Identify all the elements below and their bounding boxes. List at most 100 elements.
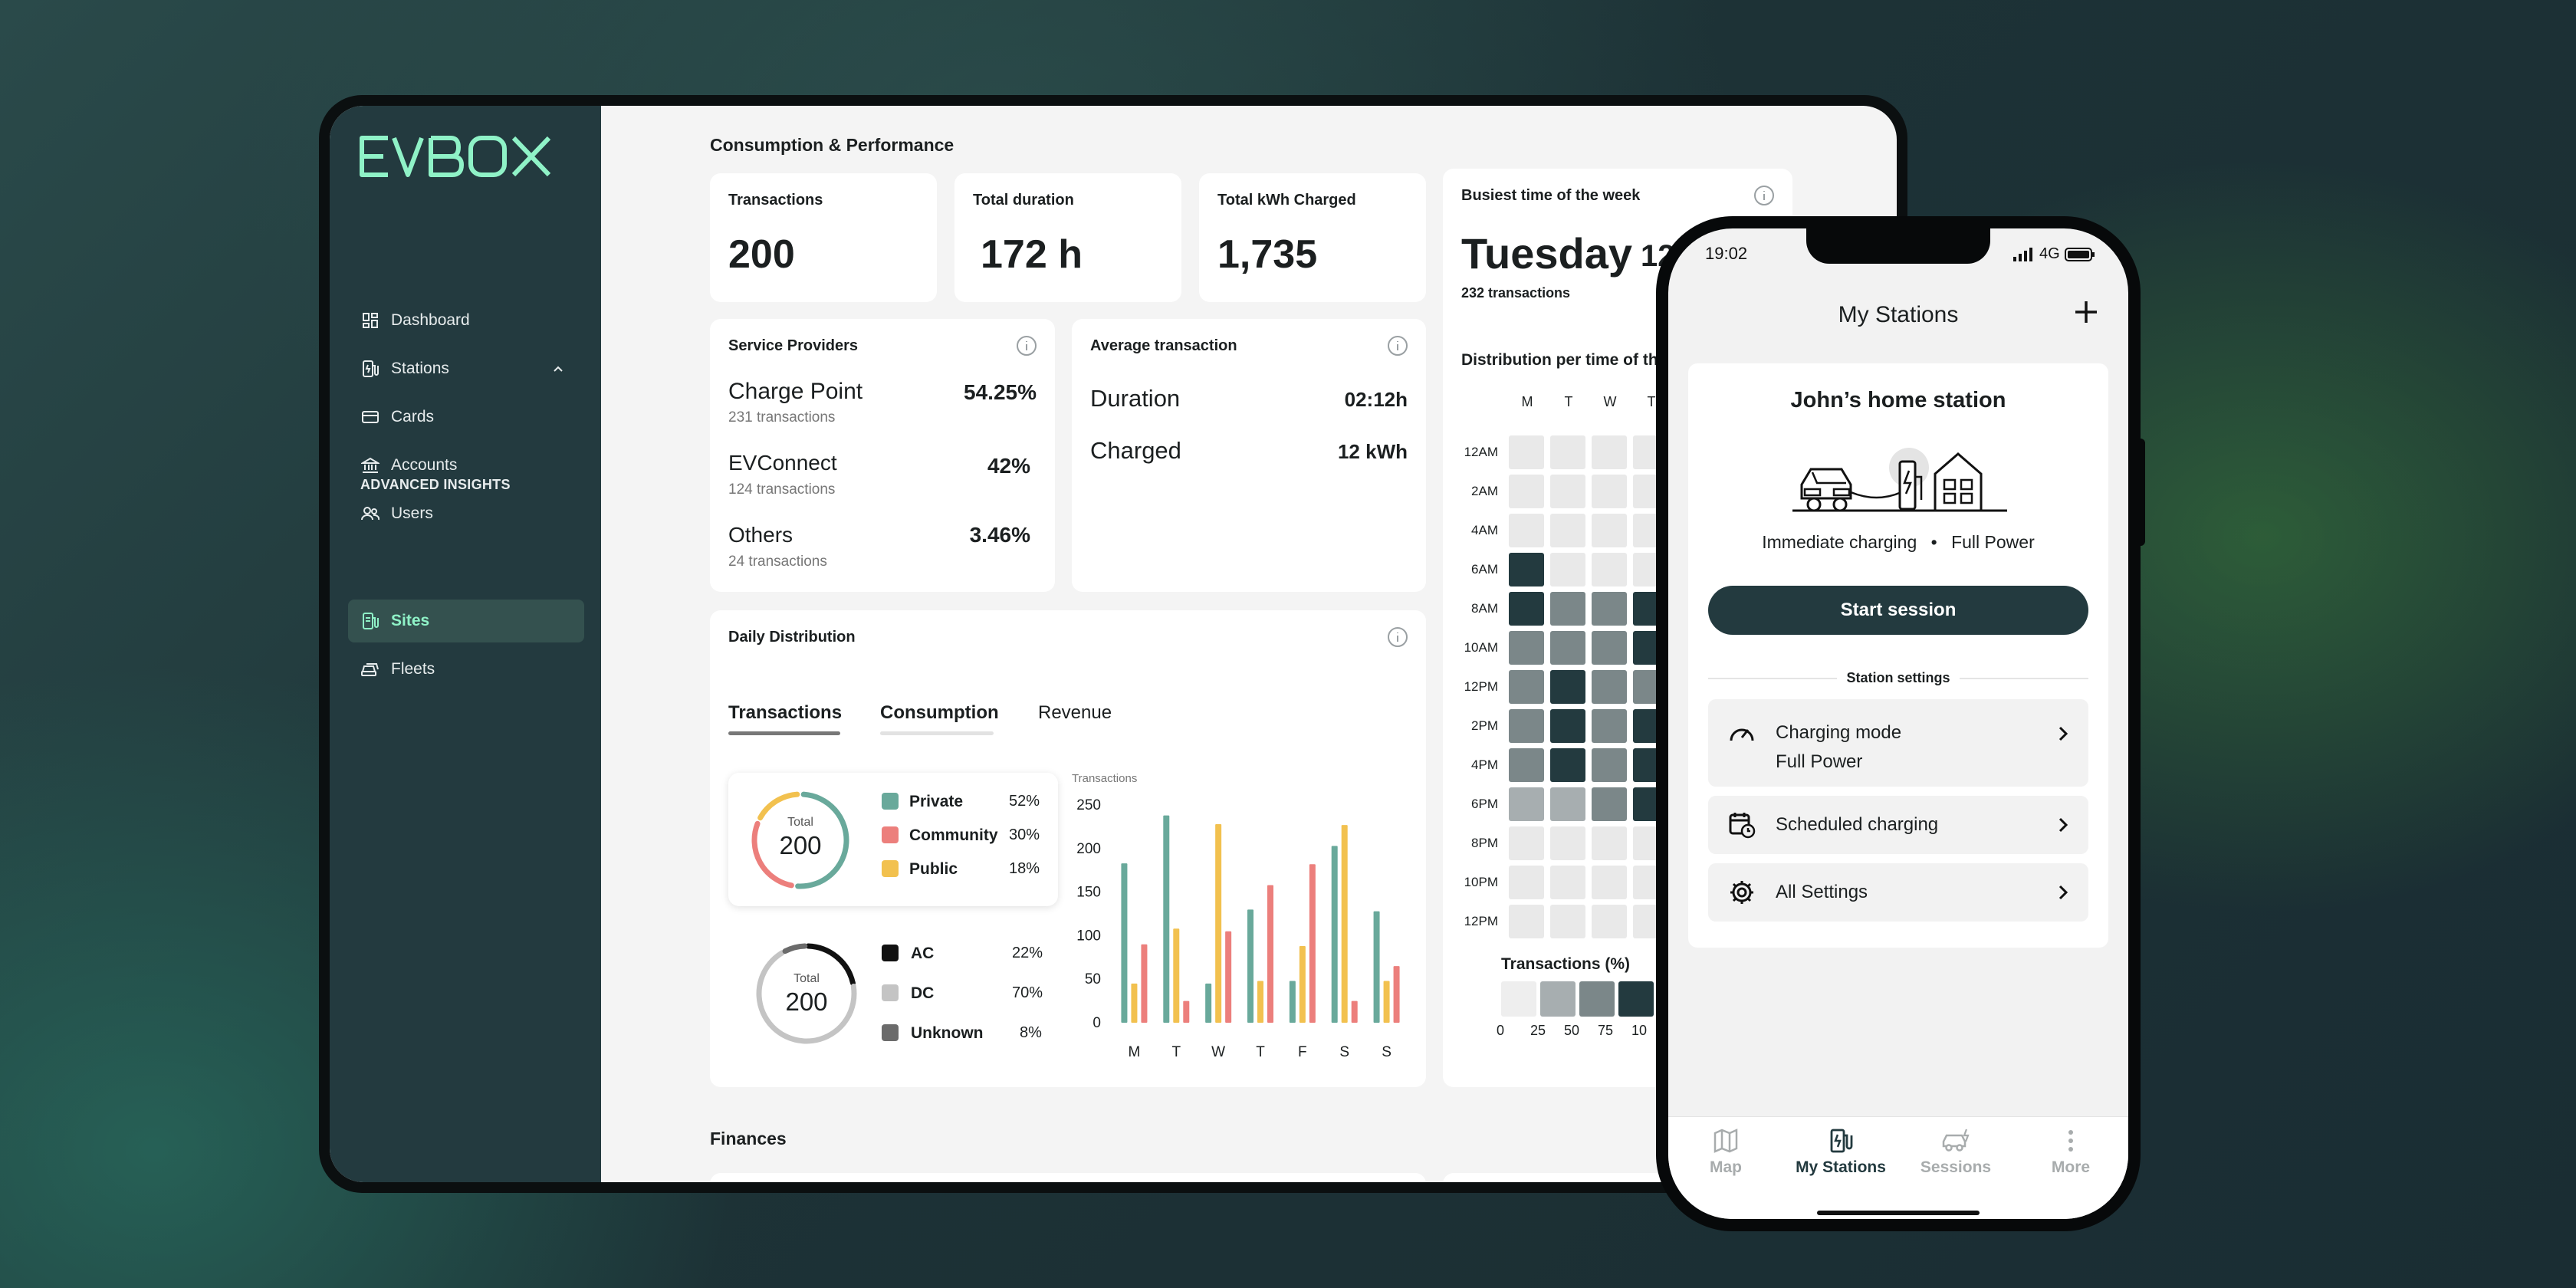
evbox-logo[interactable] — [357, 133, 557, 183]
nav-map[interactable]: Map — [1668, 1128, 1783, 1177]
heatmap-cell[interactable] — [1509, 787, 1544, 821]
heatmap-cell[interactable] — [1592, 553, 1627, 586]
bar-public — [1341, 825, 1348, 1023]
legend-pct: 18% — [1009, 860, 1040, 877]
heatmap-cell[interactable] — [1550, 514, 1585, 547]
setting-all-settings[interactable]: All Settings — [1708, 863, 2088, 922]
x-tick-label: F — [1298, 1044, 1307, 1060]
heatmap-cell[interactable] — [1550, 709, 1585, 743]
legend-label: Private — [909, 793, 964, 810]
heatmap-cell[interactable] — [1550, 553, 1585, 586]
sidebar-item-cards[interactable]: Cards — [348, 396, 584, 439]
bar-community — [1183, 1001, 1190, 1023]
x-tick-label: S — [1339, 1044, 1349, 1060]
provider-pct: 54.25% — [964, 380, 1037, 404]
info-icon[interactable] — [1386, 334, 1409, 357]
heatmap-cell[interactable] — [1509, 905, 1544, 938]
sidebar-item-label: Cards — [391, 408, 435, 426]
sidebar-item-dashboard[interactable]: Dashboard — [348, 299, 584, 342]
heatmap-time-label: 10AM — [1464, 640, 1498, 655]
legend-label: Unknown — [911, 1024, 984, 1042]
heatmap-cell[interactable] — [1509, 631, 1544, 665]
heatmap-cell[interactable] — [1592, 514, 1627, 547]
heatmap-time-label: 12PM — [1464, 914, 1498, 928]
heatmap-cell[interactable] — [1509, 435, 1544, 469]
page-title: My Stations — [1838, 302, 1959, 327]
sites-icon — [360, 611, 380, 631]
kpi-card-duration: Total duration 172 h — [955, 173, 1181, 302]
heatmap-cell[interactable] — [1509, 670, 1544, 704]
heatmap-cell[interactable] — [1509, 748, 1544, 782]
sidebar-item-fleets[interactable]: Fleets — [348, 648, 584, 691]
heatmap-cell[interactable] — [1509, 866, 1544, 899]
heatmap-cell[interactable] — [1592, 748, 1627, 782]
tab-revenue[interactable]: Revenue — [1038, 702, 1112, 723]
tab-transactions[interactable]: Transactions — [728, 702, 843, 723]
heatmap-cell[interactable] — [1592, 787, 1627, 821]
donut-panel-segments: Total 200 Private 52% Community 30% Publ… — [728, 773, 1058, 906]
scale-label: 75 — [1598, 1023, 1614, 1038]
info-icon[interactable] — [1753, 184, 1776, 207]
heatmap-time-label: 12PM — [1464, 679, 1498, 694]
donut-segment-community — [751, 820, 794, 889]
sidebar-item-accounts[interactable]: Accounts — [348, 444, 584, 487]
daily-distribution-card: Daily Distribution Transactions Consumpt… — [710, 610, 1426, 1087]
heatmap-cell[interactable] — [1550, 670, 1585, 704]
tab-active-underline — [728, 731, 840, 735]
heatmap-cell[interactable] — [1592, 866, 1627, 899]
heatmap-cell[interactable] — [1592, 826, 1627, 860]
add-station-button[interactable] — [2073, 299, 2099, 329]
donut-chart-current — [756, 943, 857, 1044]
setting-charging-mode[interactable]: Charging mode Full Power — [1708, 699, 2088, 787]
heatmap-cell[interactable] — [1592, 905, 1627, 938]
heatmap-cell[interactable] — [1550, 435, 1585, 469]
donut-segment-unknown — [782, 943, 808, 955]
dashboard-icon — [360, 310, 380, 330]
heatmap-time-label: 10PM — [1464, 875, 1498, 889]
scale-swatch — [1540, 981, 1576, 1017]
nav-sessions[interactable]: Sessions — [1898, 1128, 2013, 1177]
heatmap-cell[interactable] — [1509, 592, 1544, 626]
info-icon[interactable] — [1386, 626, 1409, 649]
heatmap-cell[interactable] — [1592, 670, 1627, 704]
heatmap-cell[interactable] — [1592, 631, 1627, 665]
heatmap-cell[interactable] — [1550, 905, 1585, 938]
legend-label: Community — [909, 826, 998, 844]
setting-scheduled-charging[interactable]: Scheduled charging — [1708, 796, 2088, 854]
heatmap-cell[interactable] — [1550, 748, 1585, 782]
chevron-up-icon[interactable] — [552, 361, 564, 380]
heatmap-cell[interactable] — [1592, 475, 1627, 508]
heatmap-cell[interactable] — [1509, 475, 1544, 508]
busiest-sub: 232 transactions — [1461, 285, 1571, 301]
heatmap-cell[interactable] — [1592, 435, 1627, 469]
nav-more[interactable]: More — [2013, 1128, 2128, 1177]
kpi-label: Transactions — [728, 192, 823, 209]
bar-public — [1383, 981, 1390, 1023]
heatmap-cell[interactable] — [1509, 709, 1544, 743]
heatmap-cell[interactable] — [1550, 866, 1585, 899]
nav-my-stations[interactable]: My Stations — [1783, 1128, 1898, 1177]
bar-private — [1205, 983, 1212, 1023]
start-session-button[interactable]: Start session — [1708, 586, 2088, 635]
heatmap-cell[interactable] — [1509, 826, 1544, 860]
legend-pct: 8% — [1020, 1024, 1042, 1041]
heatmap-cell[interactable] — [1550, 826, 1585, 860]
tab-consumption[interactable]: Consumption — [880, 702, 999, 723]
heatmap-cell[interactable] — [1509, 553, 1544, 586]
speedometer-icon — [1730, 728, 1754, 741]
heatmap-cell[interactable] — [1509, 514, 1544, 547]
info-icon[interactable] — [1015, 334, 1038, 357]
chevron-right-icon — [2058, 885, 2068, 900]
station-settings-heading-wrap: Station settings — [1688, 670, 2108, 686]
heatmap-cell[interactable] — [1592, 709, 1627, 743]
heatmap-cell[interactable] — [1550, 592, 1585, 626]
sidebar-item-users[interactable]: Users — [348, 492, 584, 535]
sidebar-item-stations[interactable]: Stations — [348, 347, 584, 390]
heatmap-cell[interactable] — [1550, 787, 1585, 821]
average-row-label: Duration — [1090, 385, 1181, 412]
heatmap-cell[interactable] — [1592, 592, 1627, 626]
heatmap-cell[interactable] — [1550, 631, 1585, 665]
sidebar-item-sites[interactable]: Sites — [348, 600, 584, 642]
heatmap-cell[interactable] — [1550, 475, 1585, 508]
status-time: 19:02 — [1705, 244, 1748, 263]
